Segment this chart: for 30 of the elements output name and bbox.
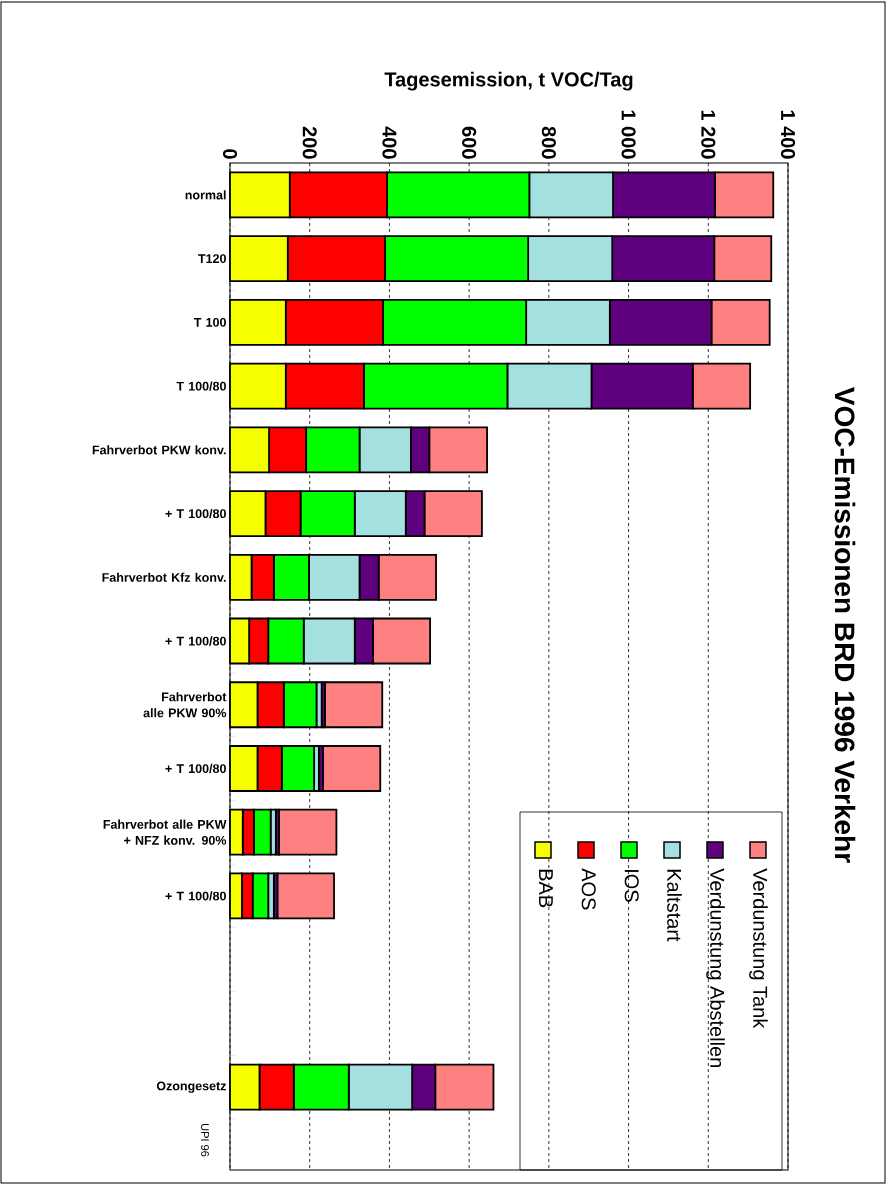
y-tick-label: T120 [198,254,226,264]
y-tick-label: + T 100/80 [165,508,226,519]
y-tick-label: normal [185,190,226,200]
legend-label: Verdunstung Abstellen [706,868,725,1067]
x-tick-label: 200 [302,126,317,159]
x-tick-label: 400 [382,126,397,159]
legend-label: AOS [581,868,596,910]
x-tick-label: 600 [462,126,477,159]
y-tick-label: T 100/80 [176,381,226,391]
y-tick-label: Fahrverbot Kfz konv. [102,572,226,582]
y-tick-label: Fahrverbot alle PKW + NFZ konv. 90% [103,819,227,845]
x-tick-label: 0 [222,149,238,159]
legend-label: Verdunstung Tank [749,868,768,1029]
y-tick-label: Fahrverbot PKW konv. [92,445,226,455]
text: UPI 96 [201,1124,209,1157]
y-tick-label: + T 100/80 [165,891,226,901]
y-tick-label: Fahrverbot alle PKW 90% [143,692,227,718]
x-axis-title: Tagesemission, t VOC/Tag [384,71,633,91]
y-tick-label: T 100 [193,317,226,327]
y-tick-label: + T 100/80 [165,763,226,774]
text: VOC-Emissionen BRD 1996 Verkehr [834,387,856,863]
legend-label: IOS [624,870,639,902]
y-tick-label: + T 100/80 [165,636,226,646]
y-tick-label: Ozongesetz [156,1081,227,1093]
x-tick-label: 800 [541,126,556,159]
legend-label: Kaltstart [667,869,682,942]
x-tick-label: 1 000 [621,110,636,159]
x-tick-label: 1 400 [780,110,796,159]
legend-label: BAB [539,869,553,908]
x-tick-label: 1 200 [701,110,716,159]
